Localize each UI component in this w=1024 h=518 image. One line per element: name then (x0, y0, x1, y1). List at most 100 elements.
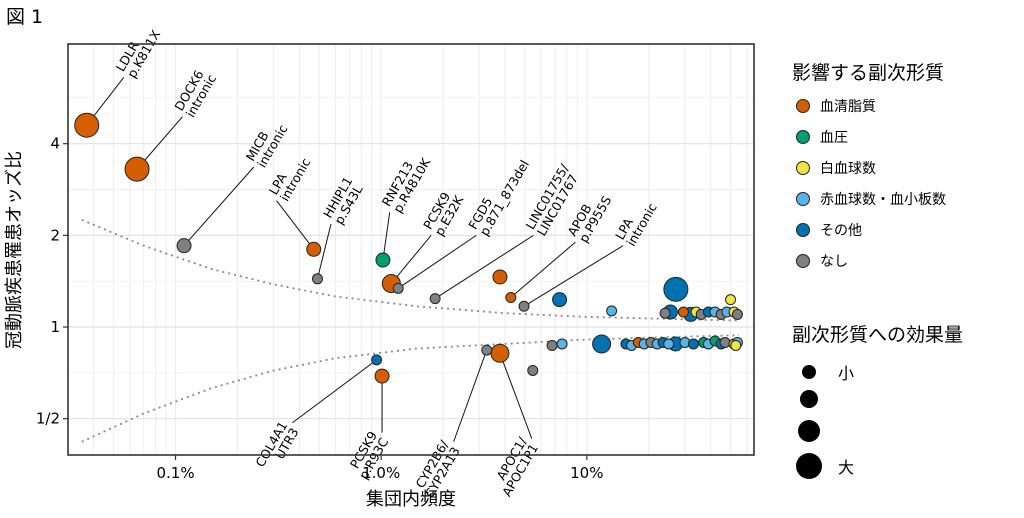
data-point (659, 307, 671, 319)
legend-label: 血清脂質 (820, 99, 876, 115)
data-point (374, 368, 390, 384)
annotation-leader (316, 223, 332, 279)
data-point (492, 269, 508, 285)
annotation-leader (276, 200, 315, 250)
chart: LDLRp.K811XDOCK6intronicMICBintronicLPAi… (4, 27, 755, 510)
annotation-leader (292, 359, 377, 424)
data-point (176, 238, 192, 254)
data-point (556, 338, 568, 350)
annotation-leader (499, 353, 533, 439)
legend-swatch (796, 254, 810, 268)
axes: 0.1% 1.0% 10% 1/2 1 2 4 (36, 135, 604, 482)
data-point (730, 339, 742, 351)
legend-item: 白血球数 (796, 158, 876, 178)
size-legend-label: 小 (838, 364, 855, 383)
size-legend-item (792, 390, 838, 408)
annotation-leader (382, 212, 391, 261)
y-tick-label: 4 (50, 135, 60, 153)
data-point (725, 294, 737, 306)
data-point (505, 292, 517, 304)
data-point (375, 252, 391, 268)
data-point (687, 338, 699, 350)
annotation-leader (390, 235, 432, 284)
annotation-leader (510, 241, 576, 298)
data-point (546, 339, 558, 351)
grid-layer (67, 44, 754, 455)
annotation-leader (523, 245, 624, 307)
y-tick-label: 1 (50, 318, 60, 336)
legend-swatch (796, 161, 810, 175)
plot-border (67, 43, 755, 456)
legend-item: 血圧 (796, 127, 848, 147)
y-axis-title: 冠動脈疾患罹患オッズ比 (4, 151, 25, 349)
data-point (592, 334, 612, 354)
x-tick-label: 10% (570, 464, 603, 482)
legend-size-title: 副次形質への効果量 (792, 324, 964, 346)
data-point (677, 306, 689, 318)
size-legend-dot (800, 390, 818, 408)
annotation-leader (397, 234, 477, 289)
data-point (663, 338, 675, 350)
legend-item: その他 (796, 220, 862, 240)
data-point (663, 276, 689, 302)
data-point (731, 308, 743, 320)
data-point (392, 282, 404, 294)
y-tick-label: 2 (50, 226, 60, 244)
data-point (527, 364, 539, 376)
data-point (518, 300, 530, 312)
data-point (490, 343, 510, 363)
annotation-label: APOC1/APOC1P1 (493, 434, 541, 499)
legend-label: 白血球数 (820, 161, 876, 177)
data-point (306, 241, 322, 257)
size-legend-item: 小 (792, 360, 854, 384)
size-legend-dot (798, 420, 820, 442)
data-point (124, 156, 150, 182)
annotation-leader (434, 234, 534, 300)
data-point (552, 292, 568, 308)
legend-swatch (796, 99, 810, 113)
legend-color-title: 影響する副次形質 (792, 62, 945, 84)
annotation-leaders (86, 77, 624, 442)
legend-label: 赤血球数・血小板数 (820, 192, 946, 208)
legend-swatch (796, 223, 810, 237)
x-tick-label: 1.0% (362, 464, 400, 482)
legend-label: なし (820, 254, 848, 270)
x-tick-label: 0.1% (156, 464, 194, 482)
x-axis-title: 集団内頻度 (366, 489, 456, 510)
annotation-leader (183, 166, 255, 247)
size-legend-dot (796, 453, 822, 479)
size-legend-item: 大 (792, 453, 854, 479)
legend-label: 血圧 (820, 130, 848, 146)
data-point (371, 354, 383, 366)
data-point (74, 112, 100, 138)
size-legend-label: 大 (838, 458, 855, 477)
size-legend-item (792, 420, 838, 442)
data-point (481, 344, 493, 356)
legend-swatch (796, 192, 810, 206)
points-layer (74, 112, 743, 384)
size-legend-dot (802, 365, 816, 379)
data-point (606, 305, 618, 317)
annotation-leader (453, 349, 488, 442)
reference-curves (81, 218, 740, 443)
data-point (719, 336, 731, 348)
legend-item: なし (796, 251, 848, 271)
upper-threshold-curve (81, 218, 740, 322)
figure-label: 図 1 (6, 6, 44, 28)
legend-label: その他 (820, 223, 862, 239)
legend-item: 血清脂質 (796, 96, 876, 116)
legend-swatch (796, 130, 810, 144)
lower-threshold-curve (81, 334, 740, 443)
legend-item: 赤血球数・血小板数 (796, 189, 946, 209)
data-point (311, 273, 323, 285)
data-point (429, 293, 441, 305)
y-tick-label: 1/2 (36, 410, 60, 428)
